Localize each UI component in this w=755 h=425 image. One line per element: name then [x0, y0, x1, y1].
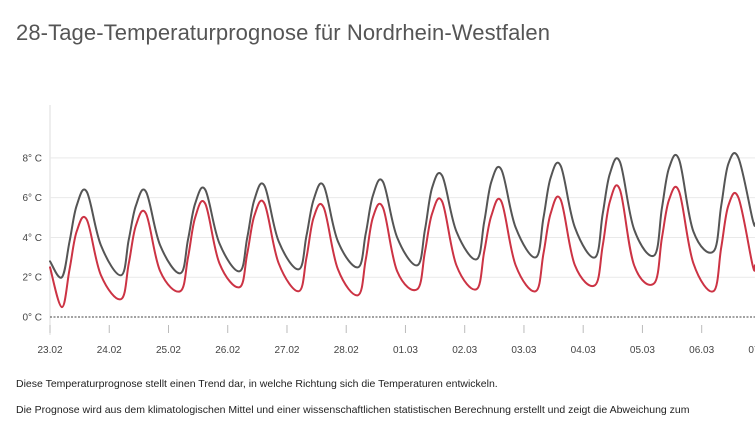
x-tick-label: 26.02	[215, 345, 240, 356]
x-tick-label: 03.03	[511, 345, 536, 356]
description-trend: Diese Temperaturprognose stellt einen Tr…	[16, 378, 498, 390]
x-tick-label: 25.02	[156, 345, 181, 356]
series-line-min	[49, 184, 755, 309]
x-tick-label: 23.02	[37, 345, 62, 356]
x-axis: 23.02 24.02 25.02 26.02 27.02 28.02 01.03 02.03…	[37, 325, 755, 356]
x-tick-label: 28.02	[334, 345, 359, 356]
x-tick-label: 05.03	[630, 345, 655, 356]
y-tick-label: 8° C	[22, 153, 42, 164]
x-tick-label: 06.03	[689, 345, 714, 356]
y-axis: 0° C 2° C 4° C 6° C 8° C	[22, 153, 42, 323]
y-tick-label: 6° C	[22, 193, 42, 204]
x-tick-label: 24.02	[97, 345, 122, 356]
series-line-max	[49, 152, 755, 279]
series-layer	[49, 152, 755, 309]
x-tick-label: 02.03	[452, 345, 477, 356]
temperature-chart: 0° C 2° C 4° C 6° C 8° C 23.02 24.02 25.02 26.0…	[22, 105, 755, 356]
description-method: Die Prognose wird aus dem klimatologisch…	[16, 404, 690, 416]
x-tick-label: 04.03	[571, 345, 596, 356]
y-tick-label: 2° C	[22, 273, 42, 284]
x-tick-label: 07.03	[748, 345, 755, 356]
grid-lines	[49, 105, 755, 335]
x-tick-label: 27.02	[274, 345, 299, 356]
x-tick-label: 01.03	[393, 345, 418, 356]
y-tick-label: 0° C	[22, 313, 42, 324]
page-title: 28-Tage-Temperaturprognose für Nordrhein…	[16, 20, 551, 45]
y-tick-label: 4° C	[22, 233, 42, 244]
